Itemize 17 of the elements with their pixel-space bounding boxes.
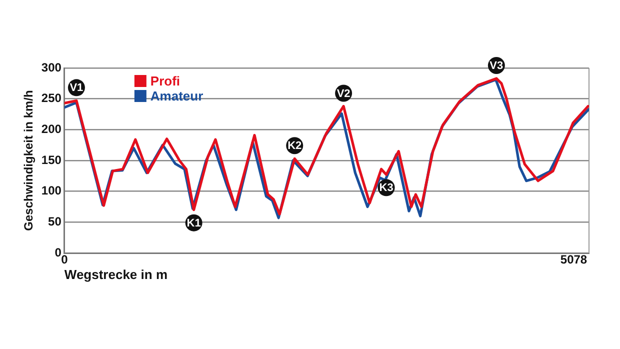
annotation: V1 (70, 82, 84, 94)
legend-label: Profi (150, 74, 180, 89)
legend-label: Amateur (150, 88, 204, 104)
annotation: K2 (288, 140, 302, 152)
y-tick-label: 150 (41, 152, 62, 167)
y-tick-label: 200 (41, 122, 62, 136)
annotation: K3 (379, 182, 394, 194)
x-tick-label: 5078 (560, 252, 588, 267)
y-tick-label: 300 (41, 60, 62, 74)
y-tick-label: 250 (41, 91, 62, 106)
annotation: V3 (490, 60, 504, 72)
y-tick-label: 50 (48, 214, 62, 228)
y-axis-title: Geschwindigkeit in km/h (22, 90, 36, 231)
y-tick-label: 100 (41, 184, 62, 198)
annotation: K1 (186, 217, 201, 230)
x-axis-title: Wegstrecke in m (64, 266, 168, 282)
annotation: V2 (336, 88, 350, 100)
